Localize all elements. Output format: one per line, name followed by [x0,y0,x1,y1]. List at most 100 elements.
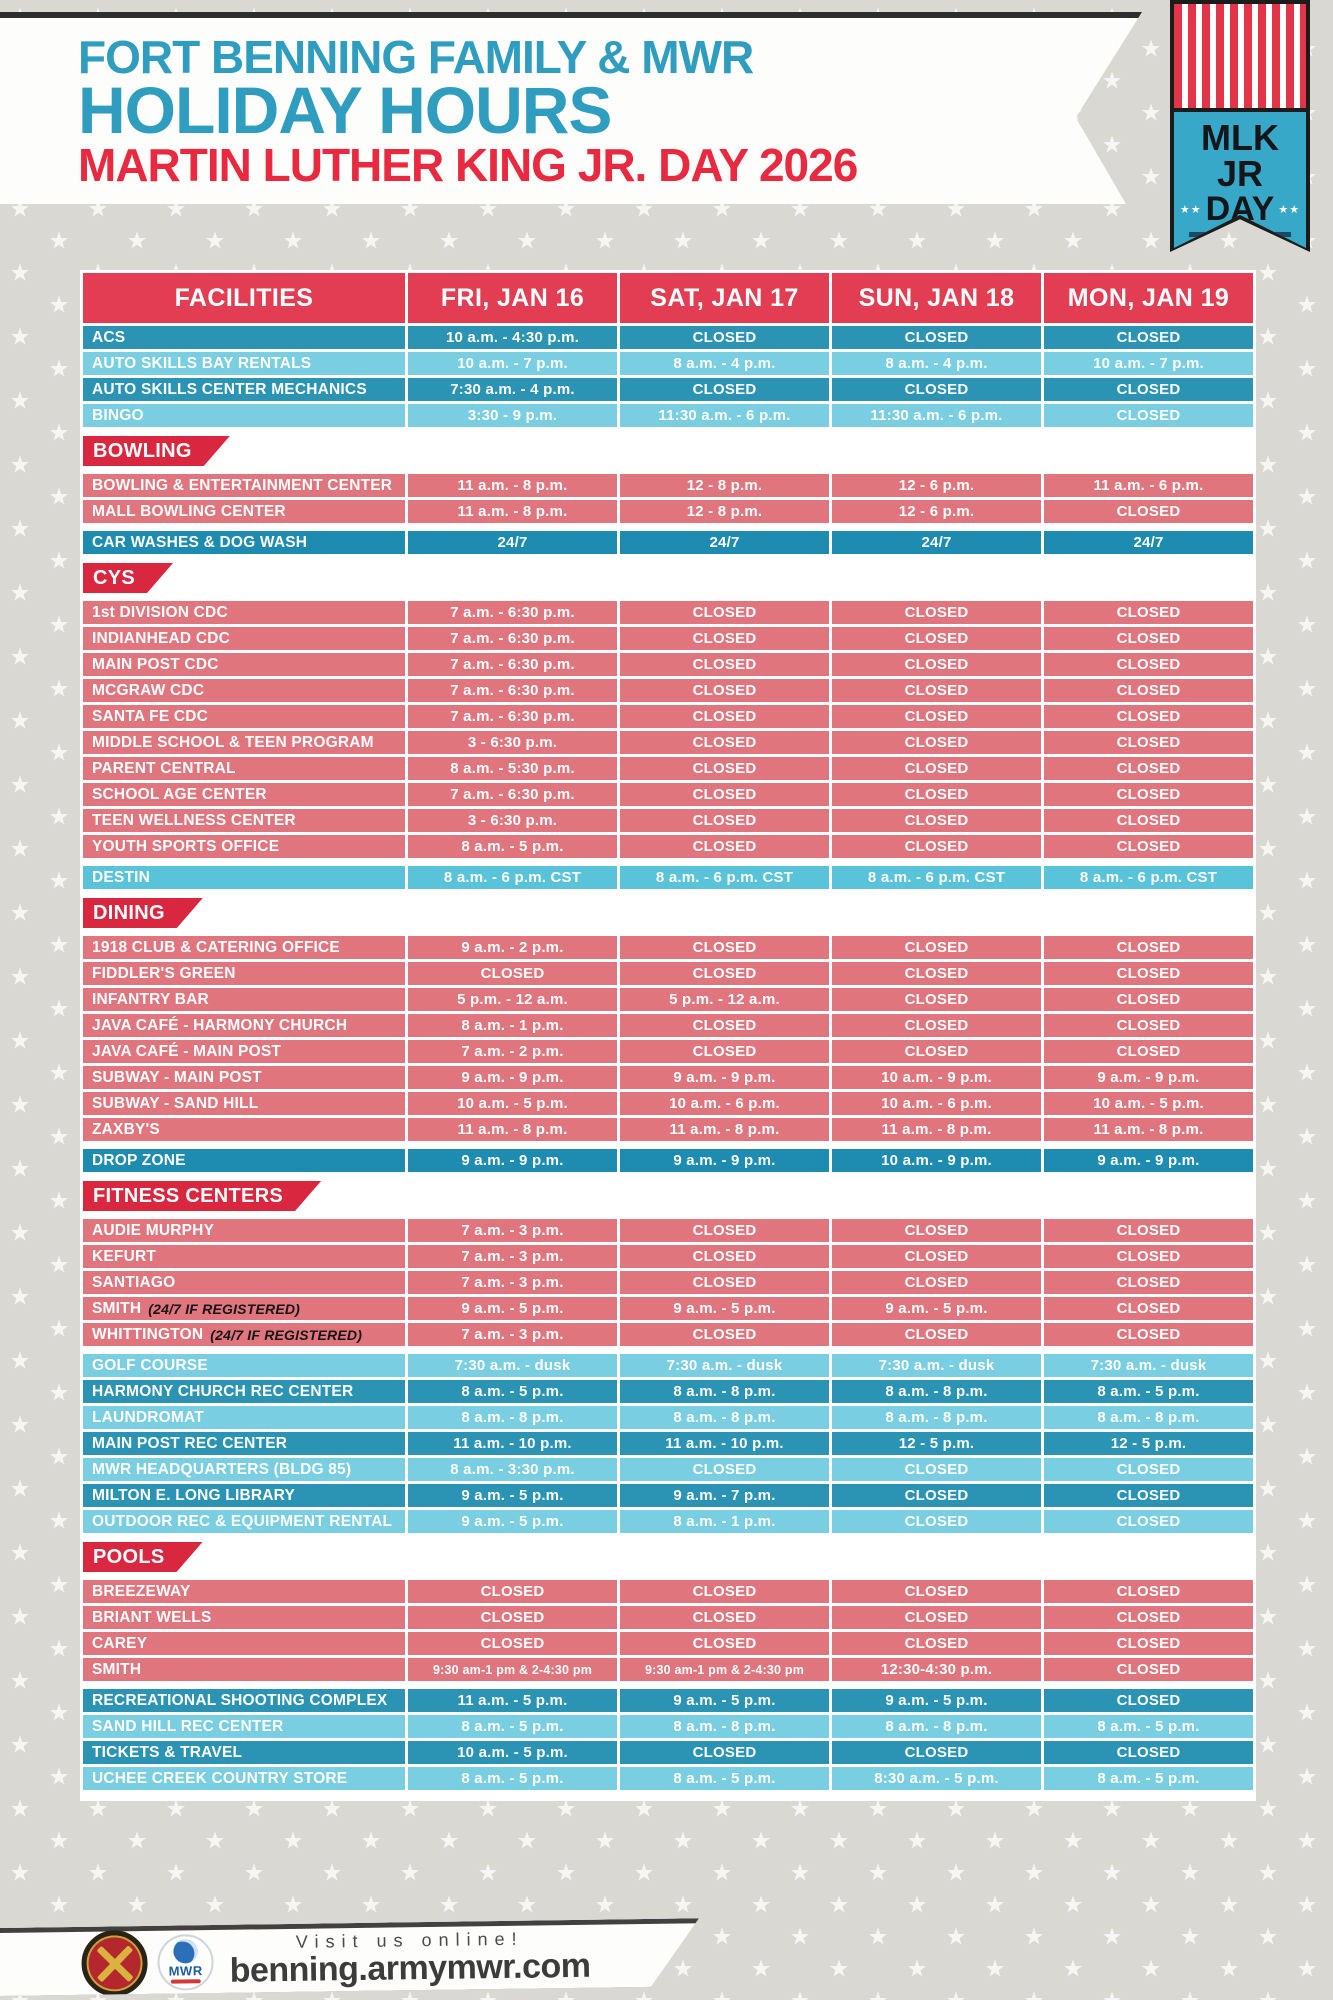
table-row: SMITH 9:30 am-1 pm & 2-4:30 pm 9:30 am-1 p… [83,1658,1253,1681]
hours-cell: 7 a.m. - 6:30 p.m. [408,783,617,806]
hours-cell: 9 a.m. - 5 p.m. [408,1484,617,1507]
facility-name-cell: MAIN POST CDC [83,653,405,676]
table-row: GOLF COURSE 7:30 a.m. - dusk 7:30 a.m. - d… [83,1354,1253,1377]
section-flag: POOLS [83,1542,203,1572]
hours-cell: CLOSED [408,1606,617,1629]
table-row: INDIANHEAD CDC 7 a.m. - 6:30 p.m. CLOSED CL… [83,627,1253,650]
table-row: MCGRAW CDC 7 a.m. - 6:30 p.m. CLOSED CLOSED… [83,679,1253,702]
facility-name-cell: MIDDLE SCHOOL & TEEN PROGRAM [83,731,405,754]
facility-name-cell: JAVA CAFÉ - MAIN POST [83,1040,405,1063]
facility-name: TEEN WELLNESS CENTER [92,811,296,829]
hours-cell: CLOSED [620,1271,829,1294]
table-row: JAVA CAFÉ - HARMONY CHURCH 8 a.m. - 1 p.m… [83,1014,1253,1037]
hours-cell: 7 a.m. - 6:30 p.m. [408,653,617,676]
table-row: SUBWAY - MAIN POST 9 a.m. - 9 p.m. 9 a.m. … [83,1066,1253,1089]
facility-name-cell: SUBWAY - SAND HILL [83,1092,405,1115]
hours-cell: 8 a.m. - 5 p.m. [620,1767,829,1790]
hours-cell: CLOSED [832,936,1041,959]
hours-cell: 12 - 6 p.m. [832,500,1041,523]
facility-name-cell: HARMONY CHURCH REC CENTER [83,1380,405,1403]
facility-name-cell: BRIANT WELLS [83,1606,405,1629]
hours-cell: CLOSED [620,757,829,780]
facility-name: YOUTH SPORTS OFFICE [92,837,280,855]
facility-group: CAR WASHES & DOG WASH 24/7 24/7 24/7 24/7 [83,531,1253,554]
facility-name-cell: MWR HEADQUARTERS (BLDG 85) [83,1458,405,1481]
title-line-main: HOLIDAY HOURS [78,73,612,147]
hours-cell: CLOSED [620,1014,829,1037]
facility-group: BOWLING & ENTERTAINMENT CENTER 11 a.m. - … [83,474,1253,523]
column-header-day: FRI, JAN 16 [408,273,617,323]
table-row: CAR WASHES & DOG WASH 24/7 24/7 24/7 24/7 [83,531,1253,554]
hours-cell: 11 a.m. - 8 p.m. [408,500,617,523]
hours-cell: CLOSED [620,653,829,676]
globe-icon [173,1939,197,1963]
table-row: JAVA CAFÉ - MAIN POST 7 a.m. - 2 p.m. CLOS… [83,1040,1253,1063]
table-row: LAUNDROMAT 8 a.m. - 8 p.m. 8 a.m. - 8 p.m.… [83,1406,1253,1429]
facility-name: BRIANT WELLS [92,1608,212,1626]
hours-cell: 9 a.m. - 5 p.m. [832,1689,1041,1712]
hours-cell: 8 a.m. - 1 p.m. [408,1014,617,1037]
hours-cell: CLOSED [620,962,829,985]
table-row: MILTON E. LONG LIBRARY 9 a.m. - 5 p.m. 9 a… [83,1484,1253,1507]
hours-cell: 11 a.m. - 8 p.m. [1044,1118,1253,1141]
hours-cell: 8 a.m. - 8 p.m. [1044,1406,1253,1429]
hours-cell: CLOSED [1044,378,1253,401]
hours-cell: CLOSED [620,1580,829,1603]
badge-mlk-text: MLK JR [1201,117,1279,194]
hours-cell: CLOSED [832,627,1041,650]
hours-cell: CLOSED [832,1219,1041,1242]
mwr-logo-arc [171,1979,201,1983]
hours-cell: 11 a.m. - 10 p.m. [620,1432,829,1455]
facility-name: DROP ZONE [92,1151,186,1169]
mwr-logo: MWR [157,1934,214,1991]
hours-cell: CLOSED [832,1632,1041,1655]
hours-cell: CLOSED [832,757,1041,780]
facility-name-cell: ACS [83,326,405,349]
hours-cell: CLOSED [1044,1040,1253,1063]
hours-cell: 8 a.m. - 5 p.m. [408,1767,617,1790]
facility-name-cell: SANTIAGO [83,1271,405,1294]
hours-cell: CLOSED [620,1245,829,1268]
facility-name: 1st DIVISION CDC [92,603,228,621]
footer-url: benning.armymwr.com [229,1946,591,1990]
section-flag: BOWLING [83,436,230,466]
hours-cell: 8 a.m. - 8 p.m. [620,1380,829,1403]
column-header-day: SUN, JAN 18 [832,273,1041,323]
hours-cell: CLOSED [1044,500,1253,523]
hours-cell: CLOSED [1044,1632,1253,1655]
facility-name-cell: JAVA CAFÉ - HARMONY CHURCH [83,1014,405,1037]
hours-cell: CLOSED [408,1580,617,1603]
hours-cell: CLOSED [832,679,1041,702]
facility-name-cell: TEEN WELLNESS CENTER [83,809,405,832]
hours-cell: CLOSED [832,378,1041,401]
table-row: AUTO SKILLS CENTER MECHANICS 7:30 a.m. - … [83,378,1253,401]
hours-cell: 24/7 [620,531,829,554]
facility-name-cell: CAR WASHES & DOG WASH [83,531,405,554]
hours-cell: CLOSED [1044,326,1253,349]
hours-cell: 7 a.m. - 3 p.m. [408,1245,617,1268]
schedule-panel: FACILITIES FRI, JAN 16 SAT, JAN 17 SUN, JAN… [80,270,1256,1801]
facility-group: ACS 10 a.m. - 4:30 p.m. CLOSED CLOSED CLOSED… [83,326,1253,427]
facility-name-cell: AUTO SKILLS BAY RENTALS [83,352,405,375]
hours-cell: 10 a.m. - 4:30 p.m. [408,326,617,349]
facility-name: BOWLING & ENTERTAINMENT CENTER [92,476,393,494]
facility-group: BREEZEWAY CLOSED CLOSED CLOSED CLOSED BRIANT … [83,1580,1253,1681]
hours-cell: CLOSED [620,809,829,832]
mwr-logo-text: MWR [168,1962,203,1979]
hours-cell: CLOSED [1044,936,1253,959]
facility-name-cell: ZAXBY'S [83,1118,405,1141]
facility-group: 1st DIVISION CDC 7 a.m. - 6:30 p.m. CLOSED… [83,601,1253,858]
hours-cell: CLOSED [620,326,829,349]
facility-name-cell: INFANTRY BAR [83,988,405,1011]
hours-cell: 10 a.m. - 6 p.m. [832,1092,1041,1115]
table-row: TEEN WELLNESS CENTER 3 - 6:30 p.m. CLOSED C… [83,809,1253,832]
hours-cell: 8 a.m. - 8 p.m. [408,1406,617,1429]
hours-cell: CLOSED [1044,783,1253,806]
facility-name: JAVA CAFÉ - MAIN POST [92,1042,282,1060]
hours-cell: 11:30 a.m. - 6 p.m. [620,404,829,427]
hours-cell: CLOSED [832,783,1041,806]
facility-name: RECREATIONAL SHOOTING COMPLEX [92,1691,388,1709]
hours-cell: CLOSED [1044,835,1253,858]
hours-cell: 9 a.m. - 9 p.m. [620,1149,829,1172]
hours-cell: 10 a.m. - 7 p.m. [1044,352,1253,375]
